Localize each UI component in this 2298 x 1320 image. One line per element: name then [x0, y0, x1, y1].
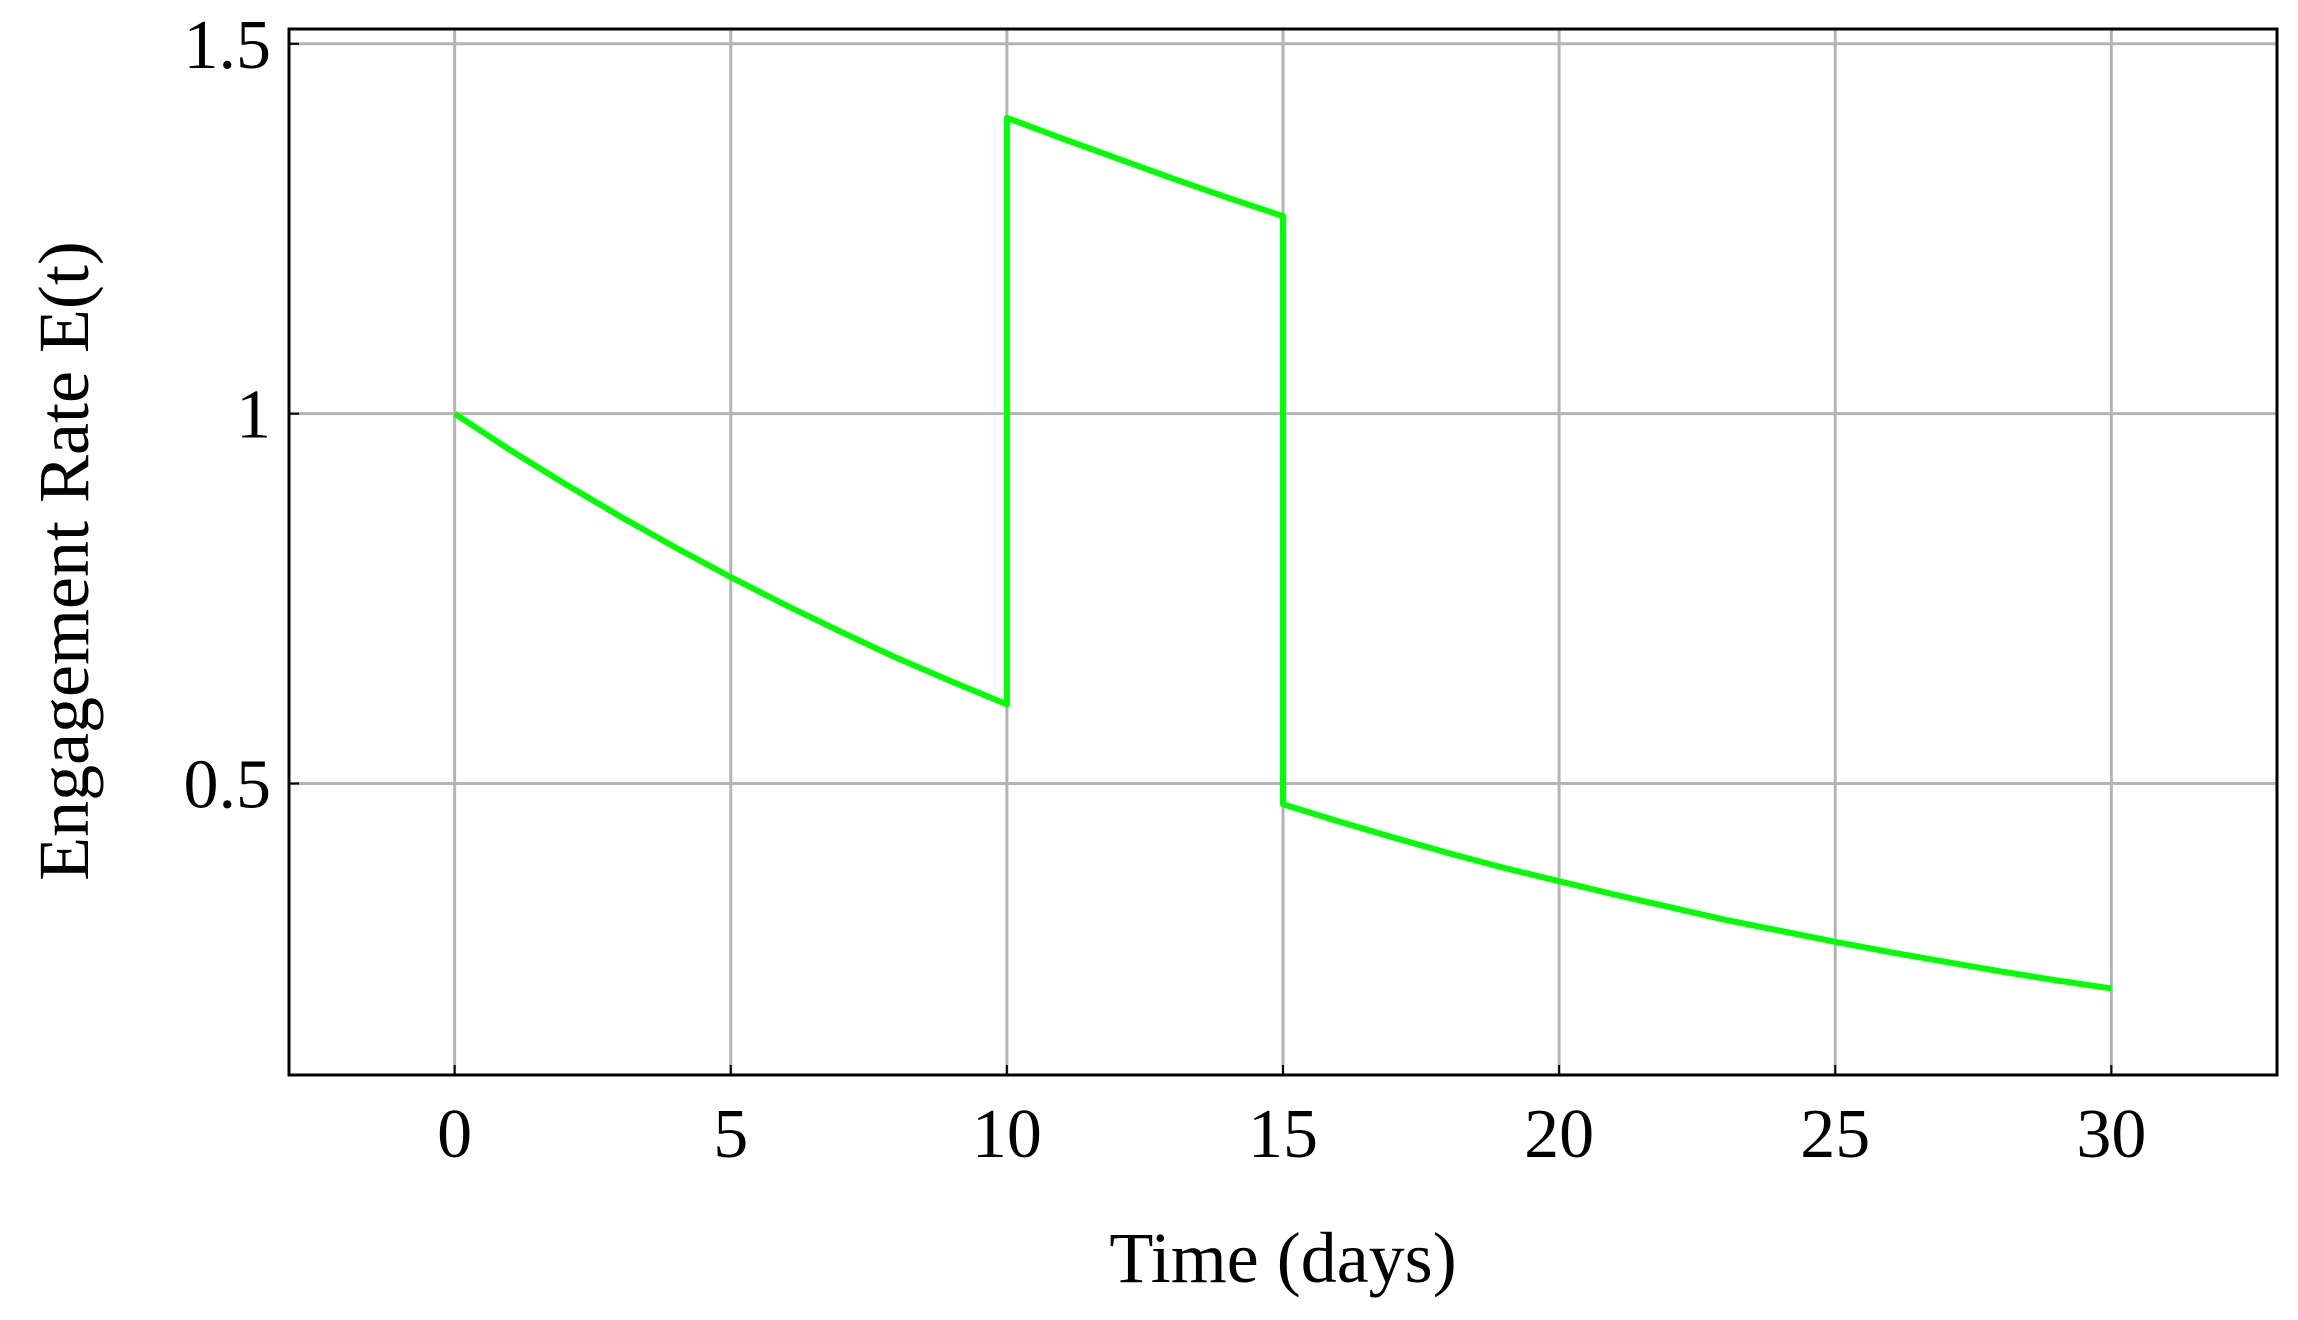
x-tick-label: 25: [1800, 1096, 1870, 1173]
plot-frame: [287, 27, 2279, 1077]
data-line: [453, 114, 2112, 992]
x-tick-label: 20: [1524, 1096, 1594, 1173]
x-tick-label: 0: [437, 1096, 472, 1173]
x-tick-label: 30: [2076, 1096, 2146, 1173]
y-tick-label: 0.5: [184, 747, 272, 824]
y-axis-label: Engagement Rate E(t): [24, 241, 104, 881]
x-axis-label: Time (days): [1109, 1218, 1456, 1298]
y-tick-label: 1.5: [184, 7, 272, 84]
x-tick-label: 10: [972, 1096, 1042, 1173]
x-tick-label: 15: [1248, 1096, 1318, 1173]
x-tick-label: 5: [713, 1096, 748, 1173]
y-tick-label: 1: [236, 377, 271, 454]
